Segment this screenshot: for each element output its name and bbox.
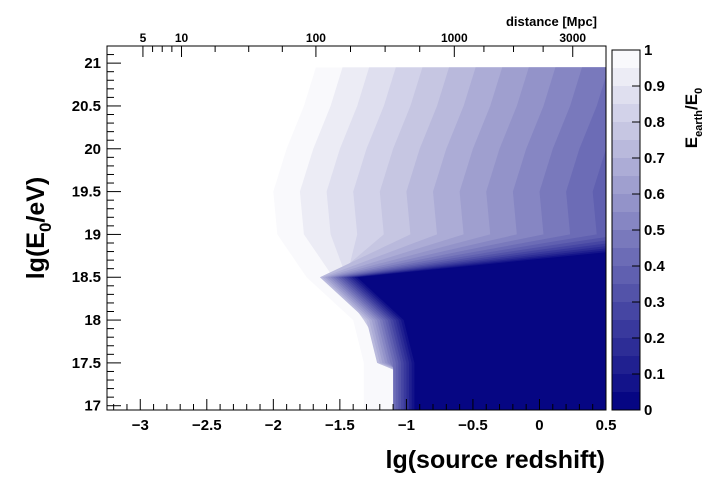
y-axis-title-main: lg(E xyxy=(22,232,50,279)
top-tick-label: 100 xyxy=(306,31,326,45)
colorbar-title-subscript-0: 0 xyxy=(693,88,705,94)
y-tick-label: 18.5 xyxy=(72,269,101,286)
colorbar-swatch xyxy=(612,266,640,285)
heatmap-layer xyxy=(126,67,606,410)
top-tick-label: 5 xyxy=(140,31,147,45)
colorbar-swatch xyxy=(612,356,640,375)
y-tick-label: 17.5 xyxy=(72,355,101,372)
x-tick-label: −0.5 xyxy=(458,417,488,434)
colorbar-swatch xyxy=(612,122,640,141)
top-distance-axis: 5 10 100 1000 3000 xyxy=(140,31,586,57)
x-axis-title: lg(source redshift) xyxy=(386,446,605,474)
colorbar-tick-label: 0.4 xyxy=(644,258,666,275)
colorbar-swatch xyxy=(612,320,640,339)
colorbar-tick-label: 0.6 xyxy=(644,186,665,203)
colorbar-swatch xyxy=(612,50,640,69)
colorbar-title-subscript-earth: earth xyxy=(693,110,705,137)
x-tick-label: −1 xyxy=(398,417,415,434)
colorbar-tick-label: 0.1 xyxy=(644,366,665,383)
colorbar-swatch xyxy=(612,338,640,357)
colorbar-swatch xyxy=(612,302,640,321)
top-tick-label: 10 xyxy=(175,31,189,45)
colorbar-tick-label: 0.3 xyxy=(644,294,665,311)
colorbar-tick-label: 0 xyxy=(644,402,652,419)
colorbar-tick-label: 0.8 xyxy=(644,114,665,131)
y-axis: 17 17.5 18 18.5 19 19.5 20 20.5 21 xyxy=(72,54,121,415)
colorbar-swatch xyxy=(612,248,640,267)
colorbar-swatch xyxy=(612,140,640,159)
colorbar-tick-label: 0.5 xyxy=(644,222,665,239)
y-tick-label: 21 xyxy=(84,55,101,72)
colorbar-swatch xyxy=(612,86,640,105)
colorbar: 0 0.1 0.2 0.3 0.4 0.5 0.6 0.7 0.8 0.9 1 xyxy=(612,42,666,419)
colorbar-title: Eearth/E0 xyxy=(682,88,705,148)
top-axis-title: distance [Mpc] xyxy=(506,14,597,29)
colorbar-swatch xyxy=(612,104,640,123)
colorbar-tick-label: 0.7 xyxy=(644,150,665,167)
colorbar-title-mid: /E xyxy=(682,94,701,110)
y-tick-label: 20 xyxy=(84,141,101,158)
x-tick-label: −3 xyxy=(132,417,149,434)
y-tick-label: 18 xyxy=(84,312,101,329)
x-tick-label: 0.5 xyxy=(596,417,617,434)
x-tick-label: −2.5 xyxy=(192,417,222,434)
colorbar-swatch xyxy=(612,212,640,231)
colorbar-swatch xyxy=(612,392,640,411)
y-tick-label: 20.5 xyxy=(72,98,101,115)
colorbar-swatch xyxy=(612,194,640,213)
y-tick-label: 19.5 xyxy=(72,184,101,201)
y-tick-label: 19 xyxy=(84,226,101,243)
y-axis-title-tail: /eV) xyxy=(22,177,50,223)
x-tick-label: −2 xyxy=(265,417,282,434)
colorbar-swatch xyxy=(612,68,640,87)
x-axis: −3 −2.5 −2 −1.5 −1 −0.5 0 0.5 xyxy=(113,399,617,434)
top-tick-label: 1000 xyxy=(441,31,468,45)
y-axis-title-subscript: 0 xyxy=(36,223,55,232)
plot-frame xyxy=(106,45,607,411)
colorbar-swatch xyxy=(612,176,640,195)
colorbar-tick-label: 0.2 xyxy=(644,330,665,347)
colorbar-swatch xyxy=(612,284,640,303)
colorbar-swatch xyxy=(612,158,640,177)
colorbar-tick-label: 0.9 xyxy=(644,78,665,95)
x-tick-label: −1.5 xyxy=(325,417,355,434)
colorbar-frame xyxy=(611,49,641,411)
heatmap-band-level-20 xyxy=(357,252,606,410)
colorbar-swatch xyxy=(612,374,640,393)
top-tick-label: 3000 xyxy=(559,31,586,45)
colorbar-title-main: E xyxy=(682,137,701,148)
colorbar-swatch xyxy=(612,230,640,249)
y-tick-label: 17 xyxy=(84,398,101,415)
x-tick-label: 0 xyxy=(535,417,543,434)
colorbar-tick-label: 1 xyxy=(644,42,652,59)
y-axis-title: lg(E0/eV) xyxy=(22,177,55,280)
